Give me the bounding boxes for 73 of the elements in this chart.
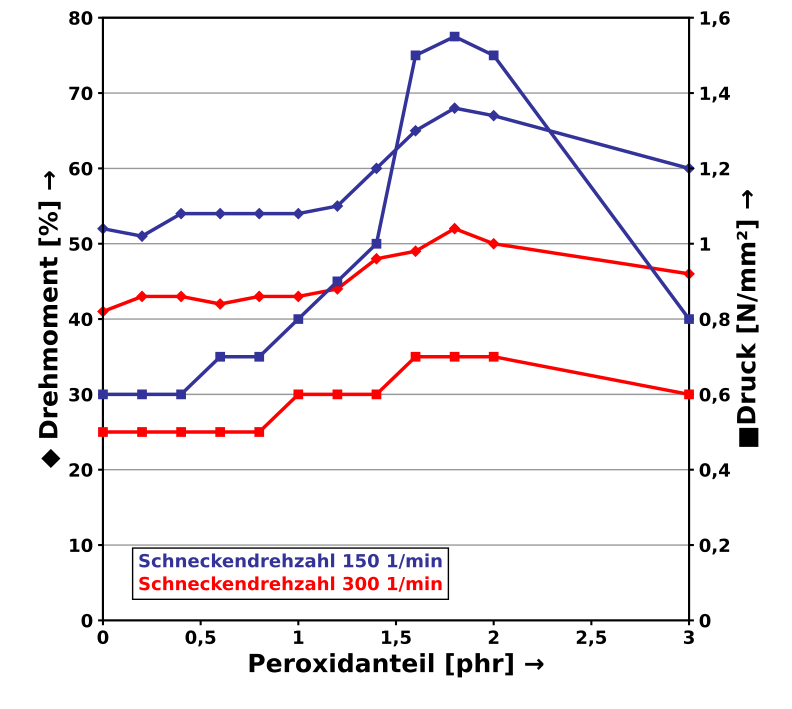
y-tick-label: 50 (70, 237, 92, 251)
point (292, 290, 304, 302)
y2-tick-label: 1,4 (700, 86, 730, 102)
point (410, 50, 420, 60)
point (684, 314, 694, 324)
point (214, 298, 226, 310)
y-tick-label: 20 (70, 463, 92, 477)
point (254, 352, 264, 362)
y-tick-label: 0 (82, 614, 92, 628)
x-tick-label: 1,5 (382, 630, 411, 646)
point (449, 102, 460, 114)
point (137, 427, 147, 437)
point (136, 290, 148, 302)
point (254, 427, 264, 437)
y2-tick-label: 0 (700, 614, 710, 628)
point (98, 390, 108, 400)
y2-tick-label: 1,6 (700, 11, 730, 28)
point (215, 427, 226, 437)
point (292, 208, 304, 220)
point (450, 352, 460, 362)
point (488, 352, 499, 362)
text: Schneckendrehzahl 300 1/min (139, 576, 442, 592)
point (332, 200, 343, 212)
point (176, 290, 187, 302)
x-tick-label: 2,5 (576, 630, 606, 646)
point (293, 390, 304, 400)
point (293, 314, 304, 324)
point (488, 50, 499, 60)
point (410, 246, 422, 257)
y-tick-label: 40 (68, 312, 92, 326)
point (488, 110, 500, 122)
point (215, 352, 226, 362)
point (98, 427, 108, 437)
y2-tick-label: 1 (700, 237, 710, 251)
point (176, 208, 187, 220)
point (488, 238, 500, 250)
y-tick-label: 30 (69, 388, 92, 402)
point (254, 208, 265, 220)
point (254, 290, 265, 302)
point (372, 238, 382, 249)
y-tick-label: 10 (70, 538, 92, 552)
point (136, 230, 148, 242)
y2-tick-label: 0,6 (700, 388, 730, 404)
y2-tick-label: 0,4 (700, 463, 730, 480)
point (410, 125, 422, 136)
x-tick-label: 0,5 (186, 630, 216, 646)
point (410, 352, 420, 362)
y2-tick-label: 0,8 (700, 312, 730, 328)
x-axis-title: Peroxidanteil [phr] → (250, 653, 544, 678)
y2-tick-label: 0,2 (700, 538, 730, 554)
point (214, 208, 226, 220)
x-tick-label: 3 (684, 630, 694, 644)
point (332, 276, 342, 286)
point (332, 390, 342, 400)
point (370, 253, 382, 264)
y-tick-label: 70 (69, 86, 92, 100)
point (684, 390, 694, 400)
point (449, 223, 460, 234)
point (370, 162, 382, 174)
point (176, 390, 186, 400)
point (137, 390, 147, 400)
text: Schneckendrehzahl 150 1/min (139, 554, 442, 569)
point (450, 32, 460, 42)
x-tick-label: 2 (488, 630, 498, 644)
x-tick-label: 1 (294, 630, 304, 644)
y-tick-label: 80 (69, 11, 92, 25)
y2-axis-title: ■Druck [N/mm²] → (736, 190, 759, 447)
point (176, 427, 186, 437)
y-axis-title: ◆ Drehmoment [%] → (38, 171, 61, 468)
x-tick-label: 0 (98, 630, 108, 644)
point (372, 390, 382, 400)
y2-tick-label: 1,2 (700, 162, 730, 178)
y-tick-label: 60 (69, 162, 92, 176)
